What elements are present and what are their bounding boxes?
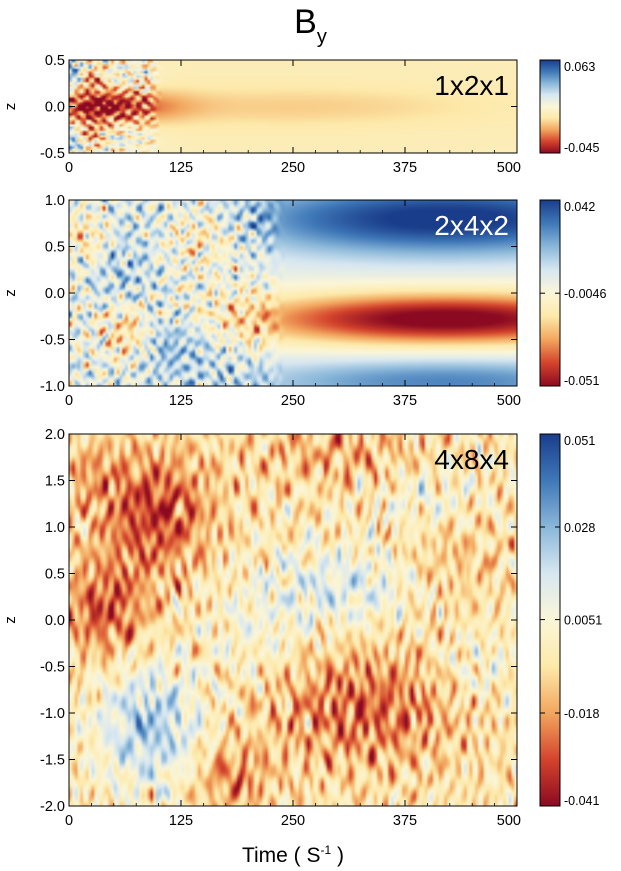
y-tick-label: -1.0 — [40, 706, 65, 722]
x-tick-label: 0 — [65, 393, 73, 409]
x-axis-label-exponent: -1 — [320, 843, 332, 857]
y-tick-label: 0.0 — [45, 613, 65, 629]
colorbar-tick-label: -0.0046 — [564, 287, 606, 301]
colorbar-tick-label: 0.051 — [564, 434, 595, 448]
x-tick-label: 0 — [65, 813, 73, 829]
heatmap-image — [69, 60, 517, 153]
colorbar-tick-label: 0.042 — [564, 200, 595, 214]
heatmap-image — [69, 200, 517, 386]
y-axis-label: z — [2, 616, 19, 624]
y-tick-label: -0.5 — [40, 333, 65, 349]
x-axis-label-close: ) — [337, 844, 345, 867]
title-subscript: y — [316, 26, 327, 48]
y-tick-label: 0.0 — [45, 286, 65, 302]
y-tick-label: -1.5 — [40, 753, 65, 769]
x-tick-label: 375 — [393, 393, 417, 409]
y-tick-label: 2.0 — [45, 427, 65, 443]
y-tick-label: 1.0 — [45, 520, 65, 536]
y-axis-label: z — [2, 289, 19, 297]
colorbar-tick-label: -0.045 — [564, 141, 599, 155]
y-axis-label: z — [2, 103, 19, 111]
y-tick-label: -1.0 — [40, 379, 65, 395]
panel-label: 1x2x1 — [434, 70, 509, 101]
panel-1x2x1: 0 125 250 375 500 0.5 0.0 -0.5 z 1x2x1 0.063 -0.045 — [2, 53, 599, 176]
colorbar-tick-label: 0.028 — [564, 521, 595, 535]
x-tick-label: 125 — [169, 160, 193, 176]
panel-label: 4x8x4 — [434, 444, 509, 475]
colorbar-tick-label: 0.063 — [564, 60, 595, 74]
colorbar-tick-label: -0.051 — [564, 374, 599, 388]
heatmap-image — [69, 434, 517, 806]
colorbar — [539, 59, 561, 154]
x-tick-label: 375 — [393, 813, 417, 829]
x-axis-label: Time ( S-1 ) — [69, 843, 517, 868]
x-tick-label: 125 — [169, 393, 193, 409]
panel-4x8x4: 0 125 250 375 500 2.0 1.5 1.0 0.5 0.0 -0.5 -1.0 -1.5… — [2, 427, 602, 829]
panel-2x4x2: 0 125 250 375 500 1.0 0.5 0.0 -0.5 -1.0 z 2x4x2 0.04… — [2, 193, 606, 409]
y-tick-label: 0.5 — [45, 53, 65, 69]
title-main: B — [294, 3, 317, 41]
x-tick-label: 500 — [497, 160, 521, 176]
y-tick-label: -0.5 — [40, 660, 65, 676]
figure-title: By — [0, 2, 621, 57]
y-tick-label: 0.5 — [45, 567, 65, 583]
colorbar-tick-label: 0.0051 — [564, 614, 602, 628]
y-tick-label: -2.0 — [40, 799, 65, 815]
x-tick-label: 250 — [281, 813, 305, 829]
y-tick-label: -0.5 — [40, 146, 65, 162]
x-tick-label: 375 — [393, 160, 417, 176]
colorbar-tick-label: -0.041 — [564, 794, 599, 808]
x-tick-label: 500 — [497, 393, 521, 409]
y-tick-label: 1.0 — [45, 193, 65, 209]
colorbar-tick-label: -0.018 — [564, 707, 599, 721]
y-tick-label: 0.5 — [45, 240, 65, 256]
x-tick-label: 0 — [65, 160, 73, 176]
x-tick-label: 250 — [281, 160, 305, 176]
y-tick-label: 1.5 — [45, 474, 65, 490]
x-tick-label: 250 — [281, 393, 305, 409]
panel-label: 2x4x2 — [434, 210, 509, 241]
x-tick-label: 500 — [497, 813, 521, 829]
y-tick-label: 0.0 — [45, 100, 65, 116]
x-tick-label: 125 — [169, 813, 193, 829]
x-axis-label-text: Time ( S — [241, 844, 321, 867]
